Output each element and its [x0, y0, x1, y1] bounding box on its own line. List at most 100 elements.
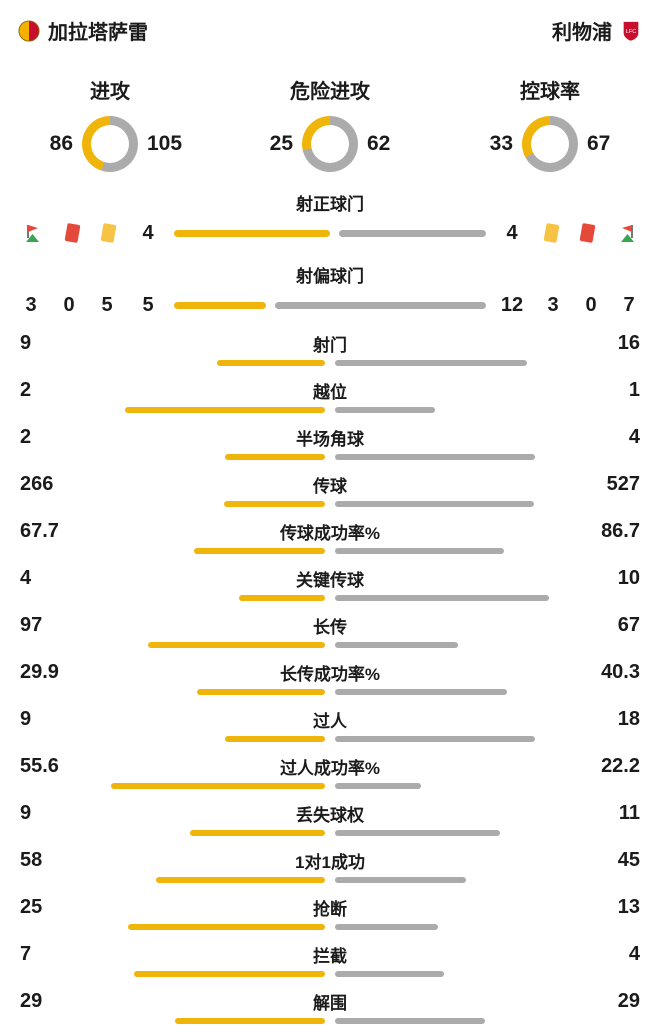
away-value: 67	[617, 613, 640, 636]
away-value: 12	[500, 293, 524, 316]
home-value: 2	[20, 425, 32, 448]
stat-bar	[20, 783, 640, 789]
away-value: 29	[617, 989, 640, 1012]
donut-home-value: 25	[269, 132, 293, 155]
stat-row: 97 长传 67	[0, 608, 660, 655]
stat-bar	[20, 736, 640, 742]
donut-attacks: 进攻 86 105	[0, 75, 220, 172]
home-value: 58	[20, 848, 43, 871]
stat-row: 67.7 传球成功率% 86.7	[0, 514, 660, 561]
stat-bar	[20, 501, 640, 507]
stat-label: 过人成功率%	[279, 758, 381, 778]
donut-away-value: 67	[587, 132, 611, 155]
stat-label: 半场角球	[296, 429, 364, 449]
stat-label: 射门	[313, 335, 347, 355]
away-value: 22.2	[601, 754, 640, 777]
away-value: 4	[628, 425, 640, 448]
away-value: 527	[606, 472, 640, 495]
stat-bar	[20, 924, 640, 930]
home-value: 266	[20, 472, 54, 495]
stat-label: 1对1成功	[295, 852, 365, 872]
home-value: 9	[20, 331, 32, 354]
match-header: 加拉塔萨雷 利物浦 LFC	[0, 0, 660, 45]
away-value: 4	[506, 221, 518, 244]
stat-bar	[20, 548, 640, 554]
donut-ring	[82, 116, 138, 172]
stat-row: 58 1对1成功 45	[0, 843, 660, 890]
away-value: 1	[628, 378, 640, 401]
stat-row: 2 半场角球 4	[0, 420, 660, 467]
away-corners-count: 7	[623, 293, 635, 316]
stat-label: 传球	[313, 476, 347, 496]
away-team: 利物浦 LFC	[552, 16, 642, 45]
home-value: 2	[20, 378, 32, 401]
away-value: 45	[617, 848, 640, 871]
stat-row: 9 射门 16	[0, 326, 660, 373]
donut-ring	[522, 116, 578, 172]
stat-bar	[20, 971, 640, 977]
corner-flag-icon	[26, 225, 40, 242]
home-corners-count: 3	[25, 293, 37, 316]
yellow-card-icon	[543, 223, 560, 243]
stat-bar	[174, 229, 486, 237]
home-value: 9	[20, 801, 32, 824]
stat-label: 拦截	[313, 946, 347, 966]
donut-possession: 控球率 33 67	[440, 75, 660, 172]
stat-row: 4 关键传球 10	[0, 561, 660, 608]
red-card-icon	[579, 223, 596, 243]
donut-home-value: 33	[489, 132, 513, 155]
stat-bar	[20, 642, 640, 648]
stat-row: 9 丢失球权 11	[0, 796, 660, 843]
donut-away-value: 62	[367, 132, 391, 155]
stat-label: 传球成功率%	[279, 523, 381, 543]
stat-row: 29 解围 29	[0, 984, 660, 1031]
shots-on-target-label: 射正球门	[296, 195, 364, 214]
stat-bar	[20, 830, 640, 836]
stat-bar	[20, 407, 640, 413]
stat-bar	[174, 301, 486, 309]
home-value: 9	[20, 707, 32, 730]
home-value: 29.9	[20, 660, 59, 683]
donut-title: 进攻	[90, 81, 130, 103]
home-yellow-cards-count: 5	[101, 293, 113, 316]
corner-flag-icon	[620, 225, 634, 242]
stat-row: 7 拦截 4	[0, 937, 660, 984]
stat-row: 25 抢断 13	[0, 890, 660, 937]
stat-bar	[20, 454, 640, 460]
donut-title: 危险进攻	[290, 81, 370, 103]
shots-off-target-row: 3 0 5 5 12 3 0 7	[0, 288, 660, 322]
donut-away-value: 105	[147, 132, 183, 155]
away-value: 18	[617, 707, 640, 730]
stat-bar	[20, 595, 640, 601]
home-value: 67.7	[20, 519, 59, 542]
stat-bar	[20, 689, 640, 695]
away-value: 40.3	[601, 660, 640, 683]
liverpool-logo: LFC	[623, 21, 639, 41]
galatasaray-logo	[18, 19, 40, 42]
stat-row: 266 传球 527	[0, 467, 660, 514]
stat-label: 丢失球权	[296, 805, 364, 825]
home-value: 4	[142, 221, 154, 244]
home-cards-values: 3 0 5	[12, 294, 126, 317]
away-red-cards-count: 0	[585, 293, 597, 316]
away-value: 86.7	[601, 519, 640, 542]
donut-title: 控球率	[520, 81, 580, 103]
stat-label: 长传	[313, 617, 347, 637]
away-yellow-cards-count: 3	[547, 293, 559, 316]
stat-label: 长传成功率%	[279, 664, 381, 684]
shots-off-target-label: 射偏球门	[296, 267, 364, 286]
yellow-card-icon	[100, 223, 117, 243]
away-value: 16	[617, 331, 640, 354]
home-value: 7	[20, 942, 32, 965]
donut-home-value: 86	[49, 132, 73, 155]
home-value: 4	[20, 566, 32, 589]
stat-row: 9 过人 18	[0, 702, 660, 749]
away-value: 4	[628, 942, 640, 965]
away-value: 13	[617, 895, 640, 918]
home-red-cards-count: 0	[63, 293, 75, 316]
stat-label: 过人	[313, 711, 347, 731]
stat-label: 越位	[313, 382, 347, 402]
away-value: 11	[618, 801, 640, 824]
home-value: 97	[20, 613, 43, 636]
shots-on-target-row: 4 4	[0, 216, 660, 250]
